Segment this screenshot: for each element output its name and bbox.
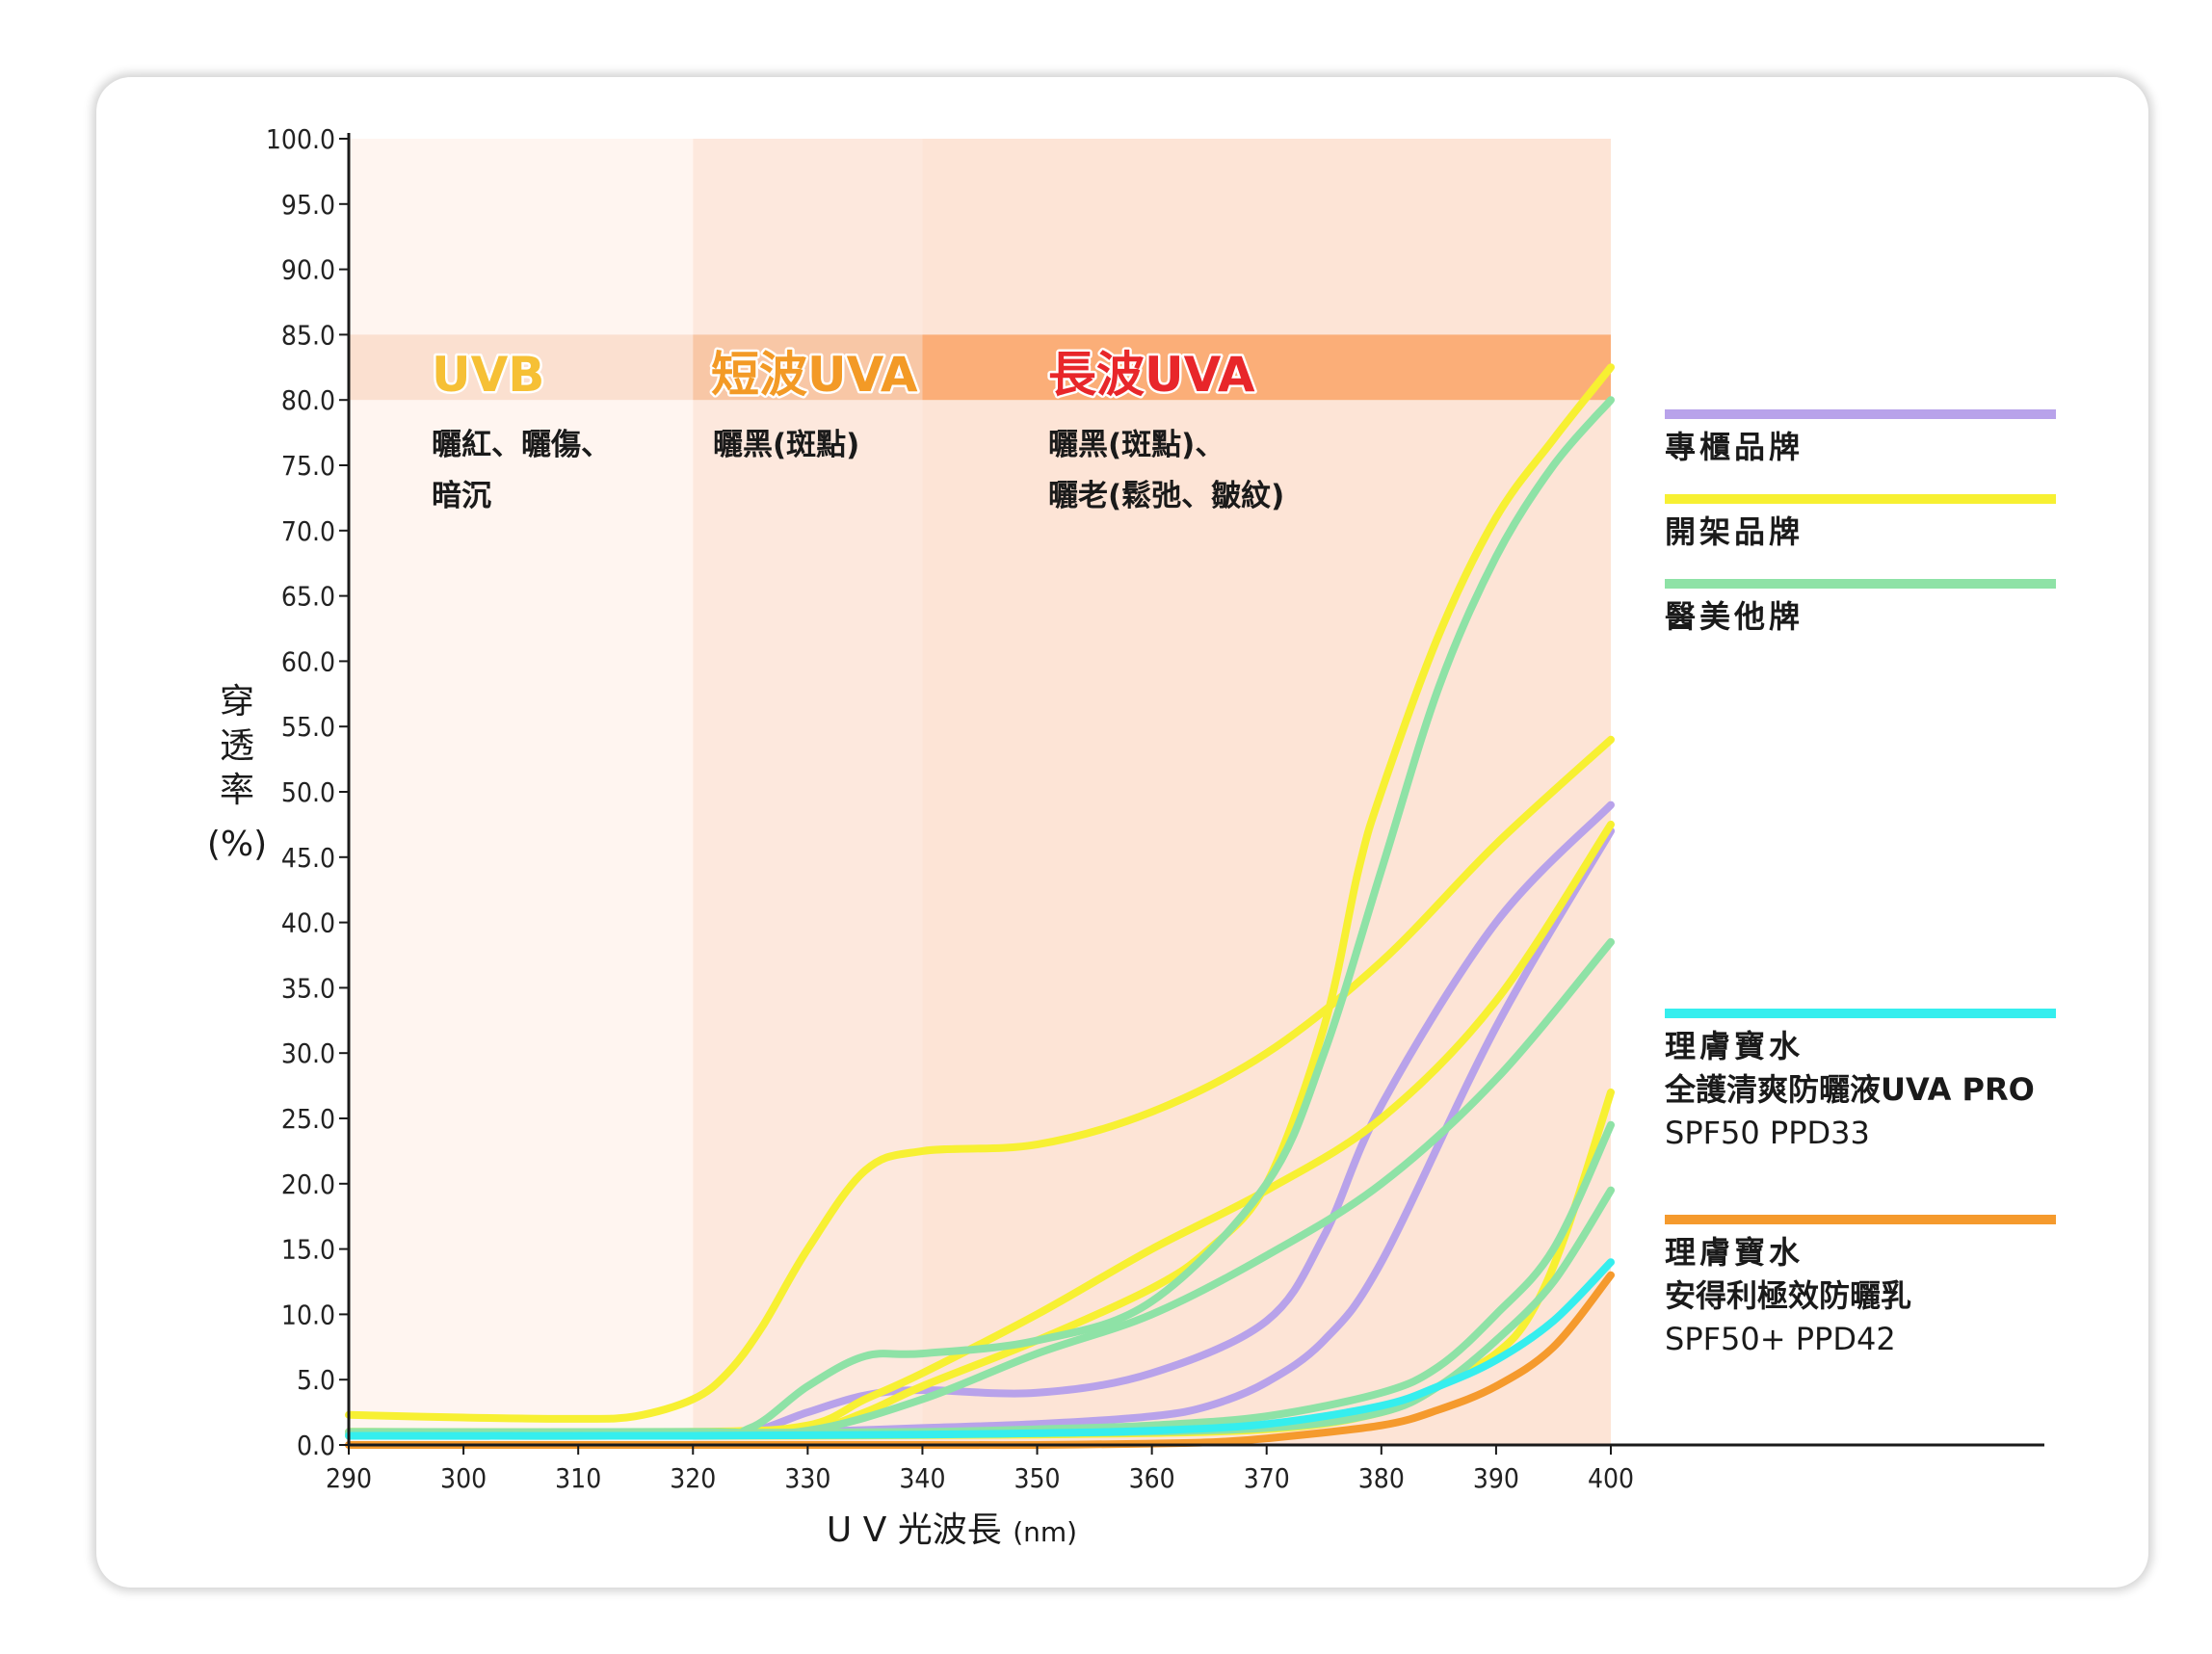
legend-label-line: 醫美他牌 bbox=[1665, 598, 1804, 635]
x-tick-label: 320 bbox=[670, 1462, 716, 1494]
x-tick-label: 350 bbox=[1014, 1462, 1061, 1494]
legend-label-line: 理膚寶水 bbox=[1665, 1028, 1804, 1064]
region-title-2: 長波UVA bbox=[1048, 347, 1255, 403]
region-band-0 bbox=[349, 334, 694, 401]
y-axis-title-char: 穿 bbox=[220, 682, 254, 722]
y-tick-label: 20.0 bbox=[281, 1168, 335, 1200]
x-tick-label: 310 bbox=[555, 1462, 601, 1494]
x-tick-label: 390 bbox=[1473, 1462, 1519, 1494]
legend-label-line: 專櫃品牌 bbox=[1665, 429, 1804, 465]
y-tick-label: 40.0 bbox=[281, 907, 335, 939]
legend-label-line: 全護清爽防曬液UVA PRO bbox=[1664, 1071, 2035, 1108]
legend-label-line: 理膚寶水 bbox=[1665, 1234, 1804, 1271]
region-desc-line: 曬老(鬆弛、皺紋) bbox=[1048, 479, 1284, 513]
y-tick-label: 70.0 bbox=[281, 515, 335, 547]
y-tick-label: 30.0 bbox=[281, 1037, 335, 1069]
y-axis-title-unit: (%) bbox=[207, 825, 267, 864]
x-tick-label: 340 bbox=[899, 1462, 945, 1494]
axes: 0.0 5.0 10.0 15.0 20.0 25.0 30.0 35.0 40.0 45.0 50… bbox=[207, 123, 2044, 1550]
region-labels: UVB 曬紅、曬傷、暗沉 短波UVA 曬黑(斑點) 長波UVA 曬黑(斑點)、曬老(鬆弛、… bbox=[430, 345, 1285, 514]
y-tick-label: 5.0 bbox=[297, 1364, 335, 1396]
region-desc-line: 暗沉 bbox=[432, 479, 491, 513]
y-axis-title-char: 率 bbox=[220, 771, 254, 810]
region-band-1 bbox=[693, 334, 923, 401]
series-lines bbox=[345, 363, 1615, 1450]
y-tick-label: 100.0 bbox=[266, 123, 335, 155]
y-tick-label: 50.0 bbox=[281, 776, 335, 808]
y-tick-label: 90.0 bbox=[281, 254, 335, 286]
legend-label-line: SPF50+ PPD42 bbox=[1665, 1321, 1896, 1357]
y-tick-label: 65.0 bbox=[281, 581, 335, 613]
x-tick-label: 380 bbox=[1358, 1462, 1405, 1494]
series-line-2 bbox=[345, 735, 1615, 1423]
y-axis-title-char: 透 bbox=[220, 726, 254, 766]
series-line-6 bbox=[345, 396, 1615, 1437]
y-tick-label: 75.0 bbox=[281, 450, 335, 482]
x-tick-label: 300 bbox=[440, 1462, 487, 1494]
x-axis-title-text: U V 光波長 bbox=[827, 1510, 1013, 1550]
uv-title-band bbox=[349, 334, 1611, 401]
x-tick-label: 370 bbox=[1244, 1462, 1290, 1494]
region-band-2 bbox=[922, 334, 1611, 401]
region-title-0: UVB bbox=[432, 347, 544, 403]
y-tick-label: 0.0 bbox=[297, 1430, 335, 1461]
y-tick-label: 35.0 bbox=[281, 972, 335, 1004]
x-tick-label: 290 bbox=[326, 1462, 372, 1494]
y-tick-label: 45.0 bbox=[281, 842, 335, 874]
x-tick-label: 330 bbox=[784, 1462, 830, 1494]
legend-label-line: 開架品牌 bbox=[1665, 513, 1804, 550]
x-axis-title: U V 光波長 (nm) bbox=[827, 1510, 1077, 1550]
y-tick-label: 60.0 bbox=[281, 645, 335, 677]
x-tick-label: 400 bbox=[1588, 1462, 1634, 1494]
y-tick-label: 80.0 bbox=[281, 384, 335, 416]
y-tick-label: 95.0 bbox=[281, 189, 335, 221]
y-tick-label: 15.0 bbox=[281, 1234, 335, 1266]
region-desc-line: 曬黑(斑點) bbox=[713, 428, 859, 462]
region-title-1: 短波UVA bbox=[711, 347, 918, 403]
y-tick-label: 10.0 bbox=[281, 1299, 335, 1330]
y-tick-label: 25.0 bbox=[281, 1103, 335, 1135]
region-desc-line: 曬黑(斑點)、 bbox=[1048, 428, 1224, 462]
region-desc-line: 曬紅、曬傷、 bbox=[432, 428, 611, 462]
y-tick-label: 55.0 bbox=[281, 711, 335, 743]
x-axis-title-unit: (nm) bbox=[1013, 1516, 1077, 1548]
series-line-10 bbox=[345, 1258, 1615, 1440]
x-tick-label: 360 bbox=[1129, 1462, 1175, 1494]
legend-label-line: SPF50 PPD33 bbox=[1665, 1115, 1870, 1151]
legend-label-line: 安得利極效防曬乳 bbox=[1665, 1277, 1911, 1314]
y-tick-label: 85.0 bbox=[281, 319, 335, 351]
